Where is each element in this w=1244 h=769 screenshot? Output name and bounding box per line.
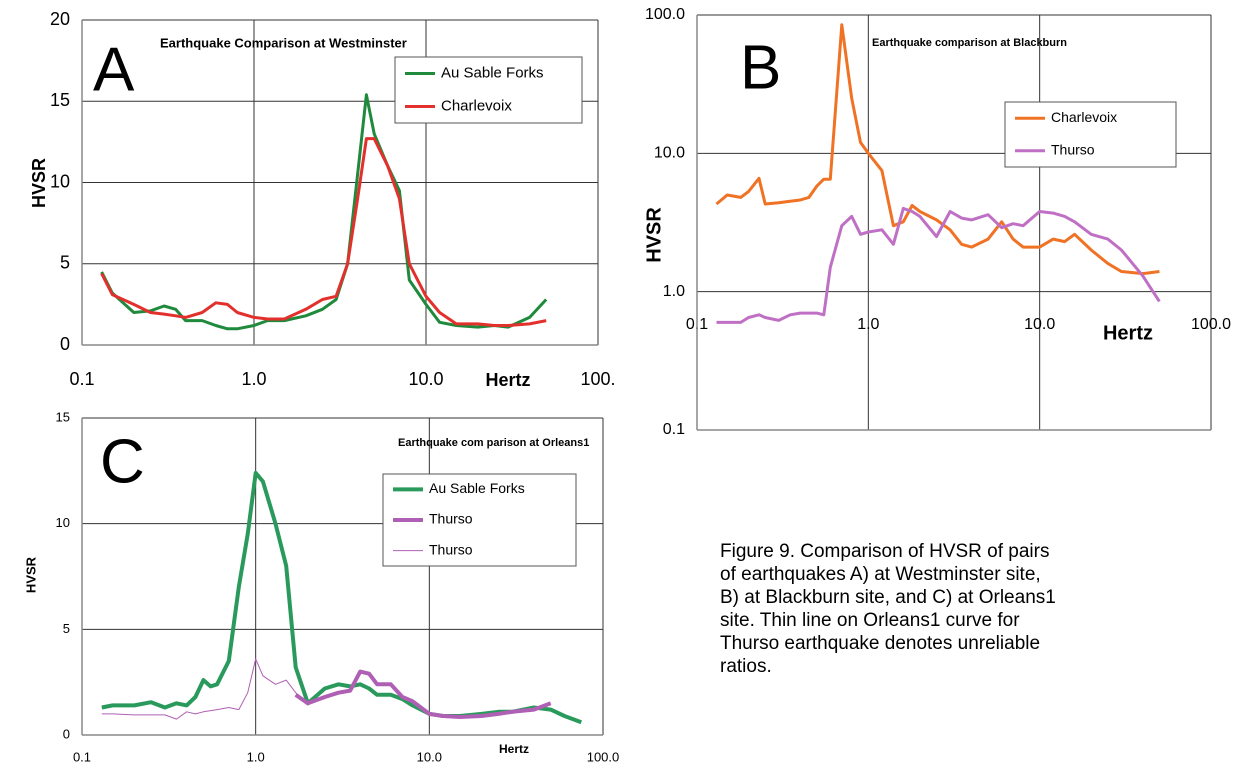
x-tick-label: 0.1 [73, 749, 91, 764]
series-line [100, 93, 548, 331]
x-axis-label: Hertz [499, 742, 529, 756]
y-tick-label: 5 [60, 253, 70, 273]
x-tick-label: 10.0 [408, 369, 443, 389]
x-tick-label: 1.0 [857, 316, 879, 333]
x-tick-label: 100. [580, 369, 615, 389]
series-line [715, 23, 1160, 276]
x-tick-label: 1.0 [241, 369, 266, 389]
legend-box [394, 56, 583, 124]
y-axis-label: HVSR [29, 158, 49, 208]
panel-label: A [93, 35, 135, 104]
y-tick-label: 10 [56, 515, 70, 530]
legend-label: Charlevoix [1051, 109, 1117, 125]
y-tick-label: 5 [63, 621, 70, 636]
caption-line: Thurso earthquake denotes unreliable [720, 633, 1040, 654]
series-line [294, 669, 552, 719]
y-tick-label: 0 [60, 334, 70, 354]
caption-line: B) at Blackburn site, and C) at Orleans1 [720, 587, 1056, 608]
legend-label: Charlevoix [441, 97, 512, 114]
legend-box [1004, 101, 1177, 168]
y-tick-label: 20 [50, 9, 70, 29]
caption-line: ratios. [720, 656, 772, 677]
caption-line: of earthquakes A) at Westminster site, [720, 564, 1041, 585]
caption-line: site. Thin line on Orleans1 curve for [720, 610, 1020, 631]
y-tick-label: 10.0 [654, 145, 685, 162]
legend-label: Au Sable Forks [429, 480, 525, 496]
legend-label: Thurso [429, 511, 473, 527]
y-tick-label: 15 [56, 409, 70, 424]
x-tick-label: 10.0 [1024, 316, 1055, 333]
series-line [716, 206, 1161, 324]
chart-title: Earthquake comparison at Blackburn [872, 37, 1067, 49]
series-line [101, 658, 309, 720]
y-axis-label: HVSR [643, 207, 665, 263]
chart-title: Earthquake Comparison at Westminster [160, 35, 407, 50]
legend-label: Au Sable Forks [441, 64, 544, 81]
y-tick-label: 15 [50, 90, 70, 110]
x-tick-label: 0.1 [69, 369, 94, 389]
x-tick-label: 1.0 [247, 749, 265, 764]
x-axis-label: Hertz [1103, 322, 1153, 344]
y-tick-label: 1.0 [663, 283, 685, 300]
y-axis-label: HVSR [23, 556, 38, 593]
panel-label: C [100, 427, 145, 496]
y-tick-label: 10 [50, 171, 70, 191]
y-tick-label: 100.0 [645, 6, 685, 23]
caption-line: Figure 9. Comparison of HVSR of pairs [720, 541, 1049, 562]
legend-label: Thurso [429, 541, 473, 557]
y-tick-label: 0 [63, 726, 70, 741]
x-tick-label: 100.0 [1191, 316, 1231, 333]
x-tick-label: 10.0 [417, 749, 442, 764]
x-tick-label: 100.0 [587, 749, 620, 764]
series-line [100, 137, 547, 327]
legend-label: Thurso [1051, 141, 1095, 157]
chart-title: Earthquake com parison at Orleans1 [398, 437, 589, 449]
x-axis-label: Hertz [485, 370, 530, 390]
panel-label: B [740, 33, 781, 102]
y-tick-label: 0.1 [663, 421, 685, 438]
